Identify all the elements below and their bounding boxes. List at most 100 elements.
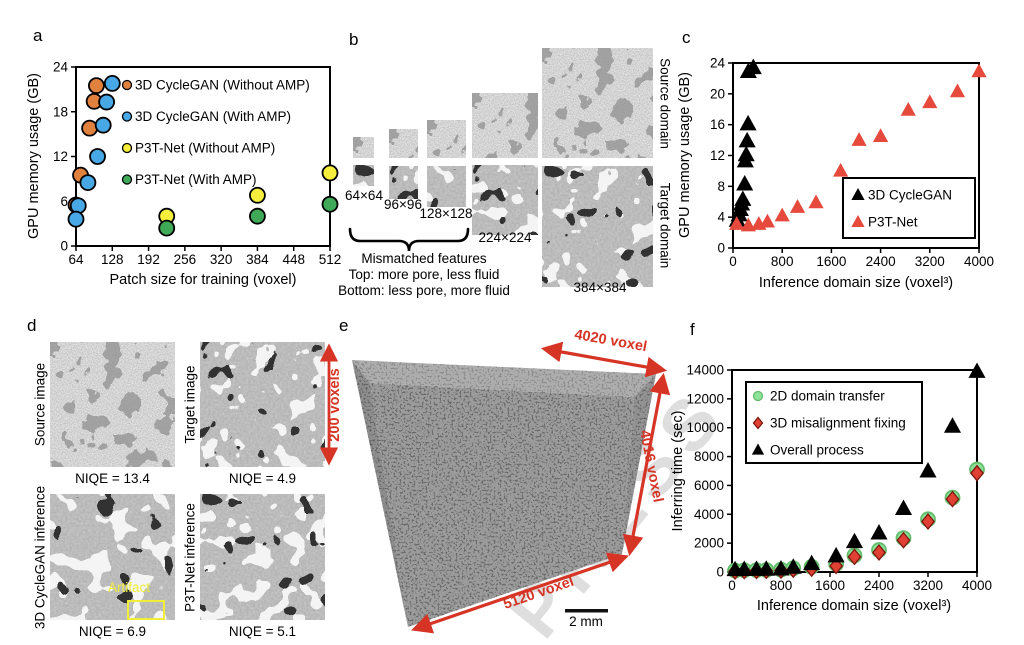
data-point [121, 174, 133, 185]
pore-patches [542, 48, 653, 158]
b-source-96-image [389, 129, 418, 158]
b-target-224-image [472, 165, 538, 235]
pore-blobs [472, 165, 538, 235]
y-axis-label: GPU memory usage (GB) [677, 72, 693, 238]
x-tick-label: 800 [771, 254, 794, 269]
legend-label: 3D CycleGAN (With AMP) [135, 109, 291, 124]
legend-label: 3D CycleGAN (Without AMP) [135, 78, 310, 93]
niqe-source: NIQE = 13.4 [75, 471, 150, 486]
data-point [69, 197, 87, 215]
pore-blobs [542, 166, 653, 287]
data-point [759, 213, 776, 228]
data-point [121, 142, 133, 154]
p3tnet-inference-side-label: P3T-Net inference [182, 503, 198, 612]
data-point [808, 194, 824, 209]
panel-f-letter: f [690, 320, 695, 339]
legend-label: P3T-Net (With AMP) [135, 172, 257, 187]
data-point [851, 132, 867, 146]
data-point [739, 114, 757, 131]
data-point [737, 145, 755, 162]
data-point [757, 560, 775, 576]
y-tick-label: 2000 [694, 536, 724, 551]
y-tick-label: 16 [710, 117, 725, 132]
mismatched-features-note: Mismatched features [361, 251, 487, 266]
b-source-224-image [472, 93, 538, 158]
data-point [81, 119, 99, 137]
data-point [88, 77, 105, 95]
target-domain-label: Target domain [657, 182, 673, 269]
data-point [98, 93, 116, 111]
data-point [873, 128, 889, 142]
y-tick-label: 0 [717, 241, 725, 256]
patch-size-64-label: 64×64 [345, 188, 383, 203]
data-point [894, 499, 913, 515]
x-tick-label: 192 [137, 252, 160, 267]
data-point [736, 175, 754, 191]
b-source-64-image [353, 137, 374, 158]
data-point [94, 116, 112, 134]
data-point [738, 131, 756, 148]
data-point [970, 464, 984, 482]
data-point [103, 75, 121, 92]
scale-bar-label: 2 mm [569, 614, 603, 629]
y-tick-label: 8000 [694, 449, 724, 464]
data-point [949, 83, 966, 98]
y-tick-label: 8 [717, 179, 725, 194]
pore-patches [50, 342, 175, 467]
height-dimension-label: 200 voxels [327, 368, 343, 441]
x-tick-label: 2400 [866, 254, 896, 269]
x-tick-label: 3200 [915, 254, 945, 269]
legend-label: 3D misalignment fixing [770, 416, 906, 431]
panel-a-letter: a [33, 26, 43, 45]
y-tick-label: 12000 [686, 391, 724, 406]
data-point [752, 390, 764, 402]
target-image-cell [200, 342, 325, 467]
data-point [744, 58, 762, 75]
pore-blobs [50, 494, 175, 620]
bottom-less-pore-note: Bottom: less pore, more fluid [338, 283, 510, 298]
source-image-cell [50, 342, 175, 467]
panel-e-letter: e [339, 316, 349, 335]
patch-size-384-label: 384×384 [573, 280, 627, 295]
data-point [851, 188, 865, 201]
data-point [772, 559, 790, 576]
y-tick-label: 6000 [694, 478, 724, 493]
pore-blobs [200, 342, 325, 467]
data-point [751, 443, 765, 455]
panel-b-letter: b [349, 30, 359, 49]
panel-c-letter: c [682, 28, 691, 47]
x-tick-label: 2400 [864, 578, 894, 593]
x-axis-label: Inference domain size (voxel³) [759, 275, 953, 291]
y-tick-label: 20 [710, 86, 725, 101]
cyclegan-inference-image [50, 494, 175, 620]
x-tick-label: 0 [729, 254, 737, 269]
legend-label: Overall process [770, 443, 864, 458]
y-tick-label: 18 [53, 104, 68, 119]
data-point [789, 199, 806, 213]
target-image-side-label: Target image [182, 365, 198, 444]
data-point [121, 111, 133, 122]
top-dimension-arrow [540, 341, 668, 378]
pore-blobs [353, 165, 374, 186]
y-tick-label: 4000 [694, 507, 724, 522]
data-point [734, 190, 752, 206]
y-tick-label: 12 [53, 149, 68, 164]
target-image [200, 342, 325, 467]
legend-label: 3D CycleGAN [868, 188, 952, 203]
p3tnet-inference-image [200, 494, 325, 620]
b-target-64-image [353, 165, 374, 186]
p3tnet-inference-cell [200, 494, 325, 620]
pore-patches [353, 137, 374, 158]
b-source-128-image [427, 120, 466, 158]
panel-f-inferring-time-chart: 0 800 1600 2400 3200 4000 0 2000 4000 6000 8000 100… [670, 362, 992, 614]
data-point [774, 207, 790, 222]
pore-blobs [427, 166, 466, 207]
source-domain-label: Source domain [657, 58, 673, 149]
pore-blobs [200, 494, 325, 620]
niqe-target: NIQE = 4.9 [228, 471, 297, 486]
x-tick-label: 128 [101, 252, 124, 267]
data-point [735, 560, 753, 577]
data-point [922, 94, 938, 109]
cyclegan-inference-cell: Artifact [50, 494, 175, 620]
y-tick-label: 14000 [686, 363, 724, 378]
